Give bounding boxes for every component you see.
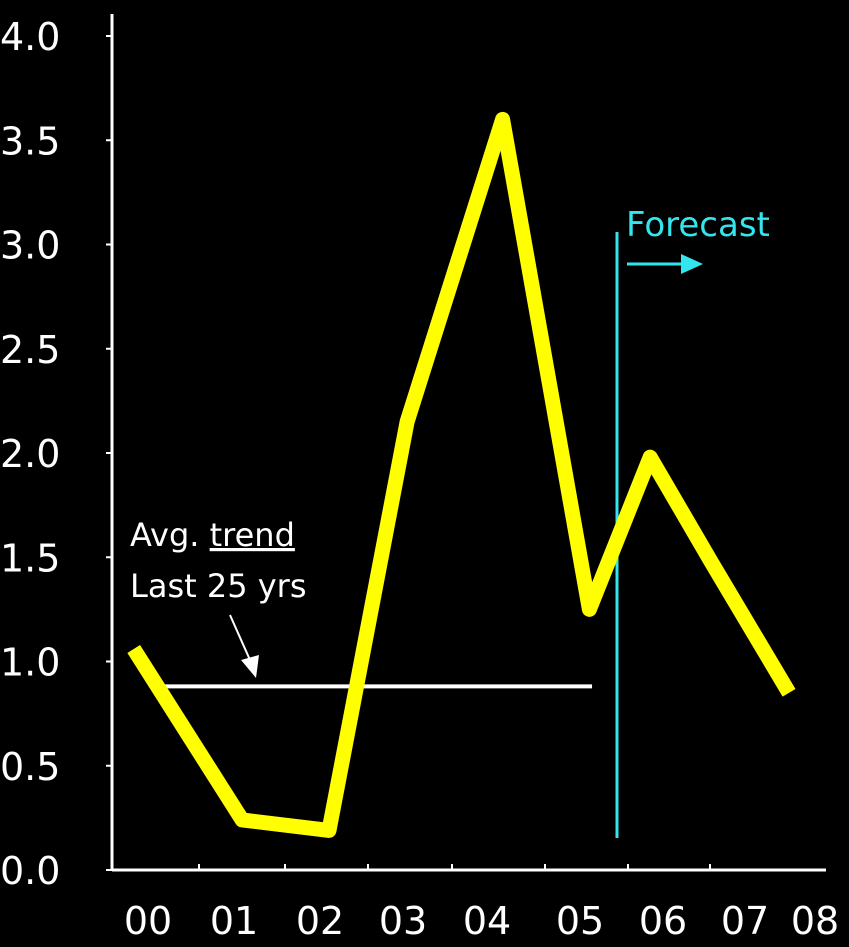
x-tick-label: 06	[639, 899, 687, 943]
annotation-underlined-word: trend	[210, 516, 295, 554]
series-point	[133, 648, 134, 649]
y-tick-label: 2.5	[0, 328, 60, 372]
y-tick-label: 1.0	[0, 641, 60, 685]
forecast-label: Forecast	[626, 205, 770, 245]
x-tick-label: 00	[124, 899, 172, 943]
annotation-prefix: Avg.	[130, 516, 210, 554]
x-tick-label: 02	[296, 899, 344, 943]
average-trend-line-group	[151, 614, 593, 689]
x-tick-label: 08	[791, 899, 839, 943]
y-tick-labels: 0.0 0.5 1.0 1.5 2.0 2.5 3.0 3.5 4.0	[0, 15, 60, 893]
y-tick-label: 0.5	[0, 745, 60, 789]
series-point	[329, 830, 330, 831]
y-tick-label: 3.5	[0, 119, 60, 163]
y-tick-label: 1.5	[0, 536, 60, 580]
annotation-line-1: Avg. trend	[130, 516, 295, 554]
series-point	[407, 421, 408, 422]
x-tick-label: 07	[721, 899, 769, 943]
series-point	[242, 819, 243, 820]
series-point	[710, 561, 711, 562]
annotation-pointer-line	[229, 614, 251, 661]
y-tick-label: 2.0	[0, 432, 60, 476]
x-tick-label: 04	[463, 899, 511, 943]
series-point	[502, 119, 503, 120]
series-point	[589, 609, 590, 610]
series-point	[650, 457, 651, 458]
y-tick-label: 0.0	[0, 849, 60, 893]
x-tick-label: 01	[210, 899, 258, 943]
series-line	[127, 111, 796, 838]
x-tick-labels: 00 01 02 03 04 05 06 07 08	[124, 899, 839, 943]
axes	[106, 14, 826, 872]
annotation-line-2: Last 25 yrs	[130, 567, 306, 605]
forecast-arrow-head	[681, 254, 703, 274]
y-tick-label: 4.0	[0, 15, 60, 59]
trend-annotation: Avg. trend Last 25 yrs	[130, 516, 306, 605]
y-tick-label: 3.0	[0, 224, 60, 268]
series-point	[789, 692, 790, 693]
x-tick-label: 03	[379, 899, 427, 943]
annotation-pointer-arrowhead	[241, 655, 259, 678]
series-group	[127, 111, 796, 838]
x-tick-label: 05	[556, 899, 604, 943]
